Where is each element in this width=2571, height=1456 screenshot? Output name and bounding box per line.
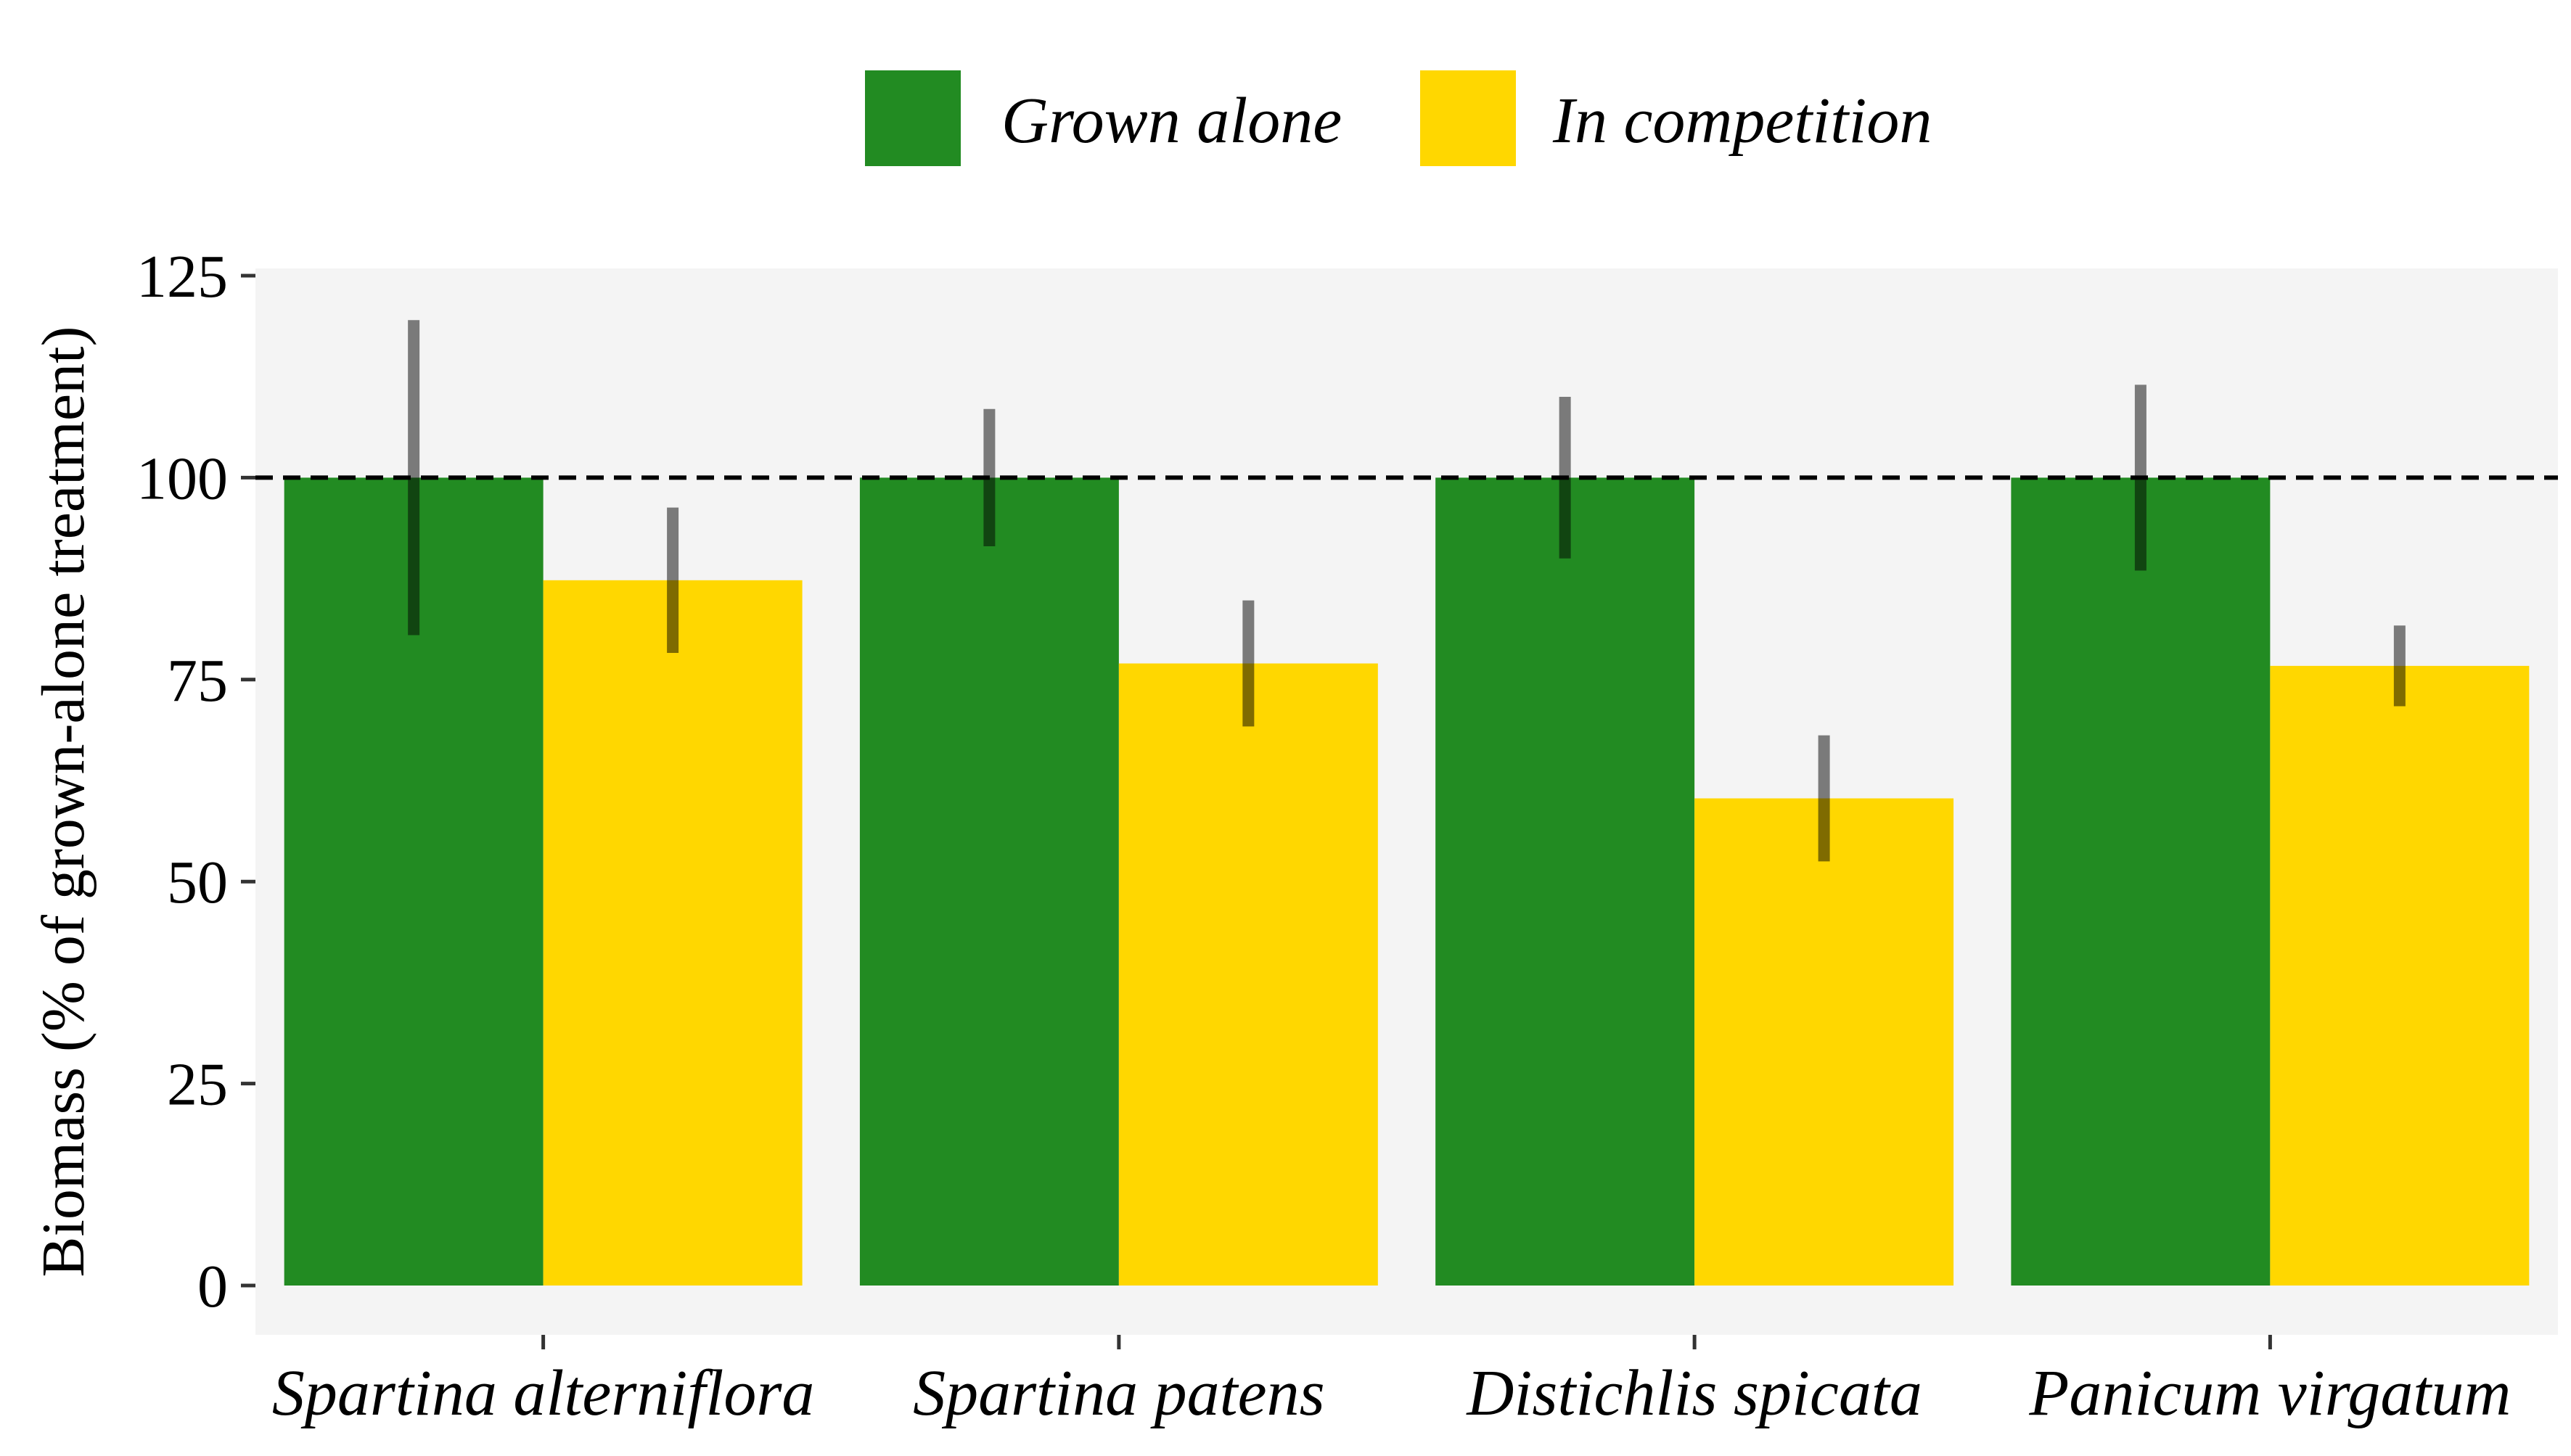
- y-tick-label: 100: [136, 445, 228, 512]
- bar-grown-alone-2: [859, 477, 1119, 1286]
- bar-in-competition-2: [1118, 663, 1378, 1286]
- y-tick-label: 0: [197, 1253, 228, 1320]
- legend-label-grown-alone: Grown alone: [1001, 85, 1342, 157]
- y-tick-label: 125: [136, 243, 228, 310]
- bar-in-competition-3: [1694, 798, 1954, 1286]
- legend: Grown alone In competition: [865, 70, 1932, 166]
- x-tick-label: Spartina alterniflora: [272, 1357, 815, 1429]
- legend-key-in-competition: [1420, 70, 1516, 166]
- x-axis: Spartina alterniflora Spartina patens Dist…: [272, 1335, 2511, 1429]
- legend-label-in-competition: In competition: [1552, 85, 1932, 157]
- bar-grown-alone-3: [1435, 477, 1695, 1286]
- y-tick-label: 25: [167, 1051, 228, 1119]
- y-axis: 0 25 50 75 100 125: [136, 243, 255, 1320]
- x-tick-label: Distichlis spicata: [1465, 1357, 1922, 1429]
- bar-in-competition-4: [2270, 665, 2530, 1286]
- error-bars: [408, 320, 2406, 862]
- bars: [284, 477, 2530, 1286]
- y-tick-label: 75: [167, 647, 228, 715]
- legend-key-grown-alone: [865, 70, 961, 166]
- y-tick-label: 50: [167, 849, 228, 916]
- y-axis-title: Biomass (% of grown-alone treatment): [30, 326, 97, 1278]
- bar-grown-alone-4: [2011, 477, 2271, 1286]
- bar-in-competition-1: [543, 580, 803, 1286]
- x-tick-label: Spartina patens: [913, 1357, 1325, 1429]
- x-tick-label: Panicum virgatum: [2028, 1357, 2511, 1429]
